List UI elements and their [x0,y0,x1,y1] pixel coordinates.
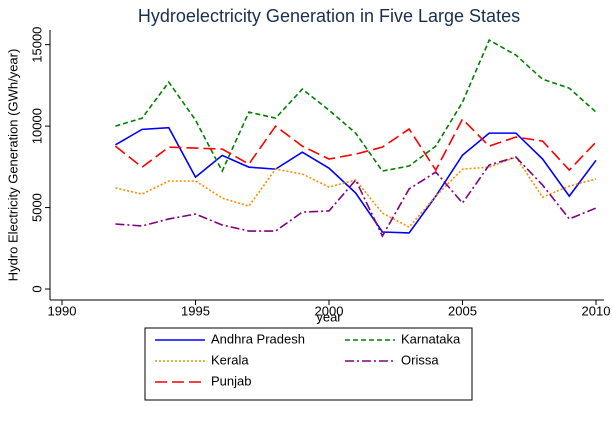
legend-label: Karnataka [401,331,461,346]
y-tick-label: 15000 [29,27,44,63]
y-tick-label: 10000 [29,108,44,144]
x-tick-label: 1990 [48,303,77,318]
y-axis-label: Hydro Electricity Generation (GWh/year) [5,49,20,282]
x-tick-label: 2010 [582,303,611,318]
legend-label: Andhra Pradesh [211,331,305,346]
legend-label: Orissa [401,352,439,367]
series-line [115,126,597,234]
chart-title: Hydroelectricity Generation in Five Larg… [138,6,520,26]
x-tick-label: 1995 [181,303,210,318]
x-axis-label: year [316,309,342,324]
y-tick-label: 0 [29,285,44,292]
x-tick-label: 2005 [448,303,477,318]
x-tick-label: 2000 [315,303,344,318]
legend-label: Kerala [211,352,249,367]
series-line [115,38,597,173]
y-tick-label: 5000 [29,193,44,222]
series-line [114,117,597,172]
series-line [115,156,597,238]
legend-label: Punjab [211,373,251,388]
